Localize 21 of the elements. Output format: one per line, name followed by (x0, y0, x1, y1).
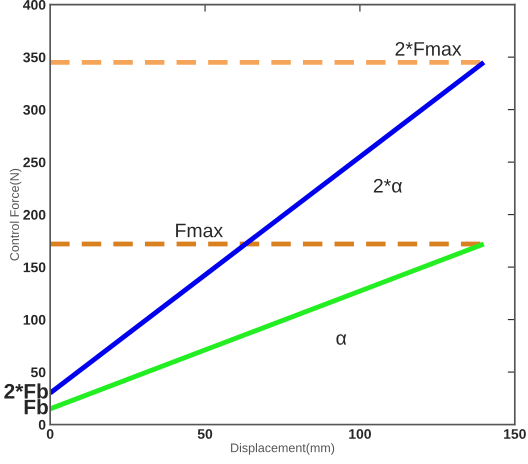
annotation: 2*Fb (4, 383, 48, 399)
y-tick-label: 400 (23, 0, 46, 10)
x-tick-label: 100 (349, 429, 371, 439)
annotation: 2*α (374, 178, 402, 193)
x-tick-label: 150 (504, 429, 526, 439)
y-tick-label: 0 (38, 420, 46, 430)
y-axis-title: Control Force(N) (10, 168, 22, 260)
annotation: Fmax (176, 224, 223, 238)
x-axis-title: Displacement(mm) (231, 443, 334, 455)
annotation: Fb (24, 399, 48, 414)
annotation: 2*Fmax (396, 42, 462, 56)
annotation: α (336, 334, 346, 345)
y-tick-label: 350 (23, 52, 46, 62)
y-tick-label: 300 (23, 104, 46, 115)
y-tick-label: 150 (24, 262, 46, 272)
y-tick-label: 100 (24, 314, 46, 325)
x-tick-label: 0 (46, 429, 54, 439)
y-tick-label: 200 (23, 210, 46, 220)
y-tick-label: 50 (30, 367, 46, 378)
x-tick-label: 50 (198, 429, 212, 439)
y-tick-label: 250 (23, 157, 46, 168)
